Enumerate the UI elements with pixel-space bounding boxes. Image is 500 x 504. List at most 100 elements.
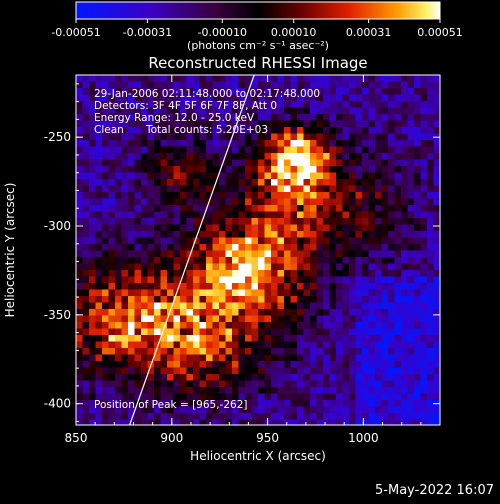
heatmap-cell — [355, 393, 363, 401]
heatmap-cell — [271, 348, 278, 355]
heatmap-cell — [303, 94, 311, 102]
heatmap-cell — [303, 81, 311, 89]
heatmap-cell — [414, 218, 421, 225]
heatmap-cell — [115, 114, 122, 121]
heatmap-cell — [277, 361, 285, 368]
heatmap-cell — [368, 94, 376, 102]
heatmap-cell — [76, 153, 83, 160]
heatmap-cell — [375, 315, 382, 323]
heatmap-cell — [355, 88, 363, 95]
heatmap-cell — [264, 387, 272, 394]
heatmap-cell — [394, 120, 402, 128]
heatmap-cell — [251, 283, 259, 290]
heatmap-cell — [420, 231, 428, 238]
heatmap-cell — [89, 179, 96, 186]
heatmap-cell — [316, 367, 324, 375]
heatmap-cell — [271, 88, 278, 95]
heatmap-cell — [82, 387, 90, 394]
heatmap-cell — [167, 302, 174, 310]
heatmap-cell — [310, 393, 317, 401]
heatmap-cell — [368, 192, 376, 199]
heatmap-cell — [258, 166, 265, 173]
heatmap-cell — [420, 393, 428, 401]
heatmap-cell — [102, 231, 109, 238]
heatmap-cell — [232, 172, 239, 180]
heatmap-cell — [336, 354, 343, 362]
heatmap-cell — [154, 270, 161, 277]
heatmap-cell — [219, 218, 226, 225]
heatmap-cell — [128, 250, 135, 258]
heatmap-cell — [219, 172, 226, 180]
heatmap-cell — [89, 114, 96, 121]
heatmap-cell — [336, 244, 343, 251]
heatmap-cell — [264, 140, 272, 147]
heatmap-cell — [420, 309, 428, 316]
heatmap-cell — [277, 328, 285, 336]
heatmap-cell — [199, 263, 207, 271]
heatmap-cell — [297, 101, 304, 108]
heatmap-cell — [375, 289, 382, 297]
heatmap-cell — [349, 192, 356, 199]
heatmap-cell — [251, 257, 259, 264]
heatmap-cell — [414, 270, 421, 277]
heatmap-cell — [381, 341, 389, 349]
heatmap-cell — [349, 166, 356, 173]
heatmap-cell — [388, 387, 395, 394]
heatmap-cell — [407, 231, 415, 238]
heatmap-cell — [141, 120, 148, 128]
heatmap-cell — [316, 94, 324, 102]
heatmap-cell — [290, 153, 298, 160]
heatmap-cell — [362, 237, 369, 245]
heatmap-cell — [121, 419, 129, 425]
heatmap-cell — [310, 120, 317, 128]
heatmap-cell — [160, 218, 168, 225]
heatmap-cell — [420, 81, 428, 89]
heatmap-cell — [277, 81, 285, 89]
heatmap-cell — [128, 302, 135, 310]
heatmap-cell — [147, 276, 155, 284]
heatmap-cell — [108, 185, 116, 193]
heatmap-cell — [199, 244, 207, 251]
heatmap-cell — [206, 133, 213, 141]
heatmap-cell — [154, 231, 161, 238]
heatmap-cell — [115, 192, 122, 199]
heatmap-cell — [154, 244, 161, 251]
heatmap-cell — [121, 94, 129, 102]
heatmap-cell — [160, 387, 168, 394]
heatmap-cell — [128, 120, 135, 128]
heatmap-cell — [355, 296, 363, 303]
heatmap-cell — [329, 335, 337, 342]
heatmap-cell — [238, 94, 246, 102]
heatmap-cell — [173, 400, 181, 407]
heatmap-cell — [193, 127, 200, 134]
heatmap-cell — [147, 159, 155, 167]
heatmap-cell — [375, 328, 382, 336]
heatmap-cell — [264, 211, 272, 219]
heatmap-cell — [95, 81, 103, 89]
heatmap-cell — [232, 413, 239, 420]
heatmap-cell — [212, 81, 220, 89]
heatmap-cell — [290, 231, 298, 238]
heatmap-cell — [76, 309, 83, 316]
heatmap-cell — [199, 283, 207, 290]
heatmap-cell — [277, 302, 285, 310]
heatmap-cell — [199, 348, 207, 355]
heatmap-cell — [388, 322, 395, 329]
heatmap-cell — [368, 302, 376, 310]
heatmap-cell — [108, 75, 116, 82]
heatmap-cell — [368, 107, 376, 115]
heatmap-cell — [414, 276, 421, 284]
heatmap-cell — [128, 361, 135, 368]
heatmap-cell — [427, 211, 434, 219]
heatmap-cell — [368, 400, 376, 407]
heatmap-cell — [89, 146, 96, 154]
heatmap-cell — [173, 335, 181, 342]
heatmap-cell — [355, 276, 363, 284]
heatmap-cell — [277, 172, 285, 180]
heatmap-cell — [303, 140, 311, 147]
heatmap-cell — [121, 140, 129, 147]
heatmap-cell — [102, 335, 109, 342]
heatmap-cell — [388, 257, 395, 264]
heatmap-cell — [264, 270, 272, 277]
heatmap-cell — [219, 205, 226, 212]
